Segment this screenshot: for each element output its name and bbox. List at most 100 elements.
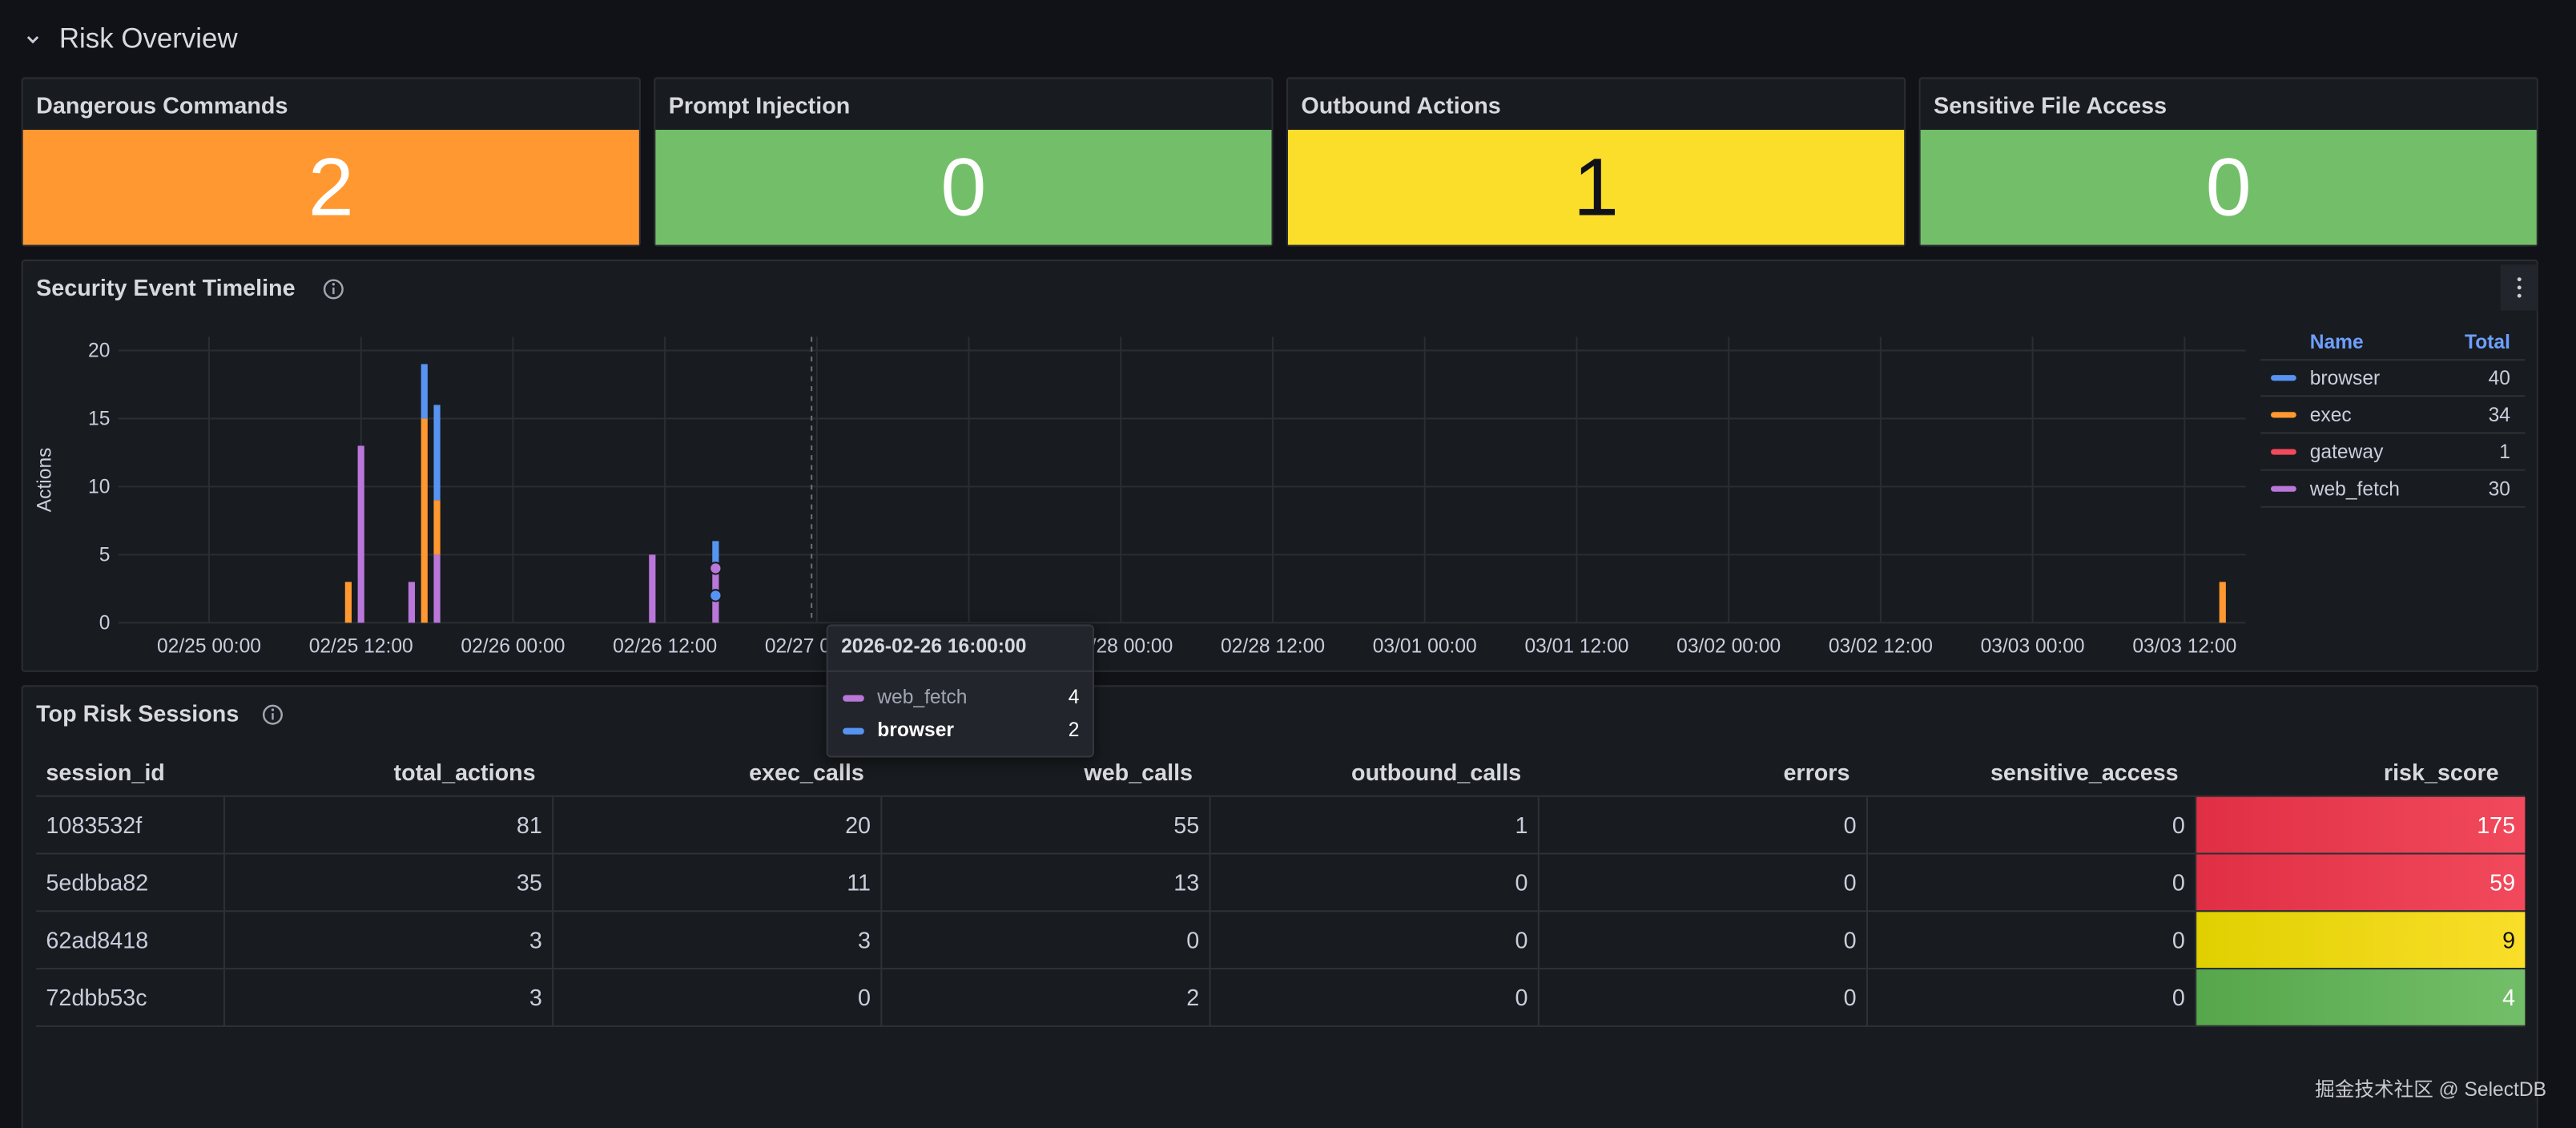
column-header[interactable]: total_actions (224, 749, 554, 797)
table-cell: 0 (1539, 969, 1869, 1027)
table-cell: 0 (1868, 854, 2197, 912)
column-header[interactable]: outbound_calls (1210, 749, 1540, 797)
x-tick-label: 03/02 12:00 (1829, 635, 1933, 657)
y-tick-label: 20 (88, 340, 110, 362)
y-tick-label: 0 (99, 613, 111, 634)
hover-point (709, 589, 722, 602)
table-cell: 0 (1210, 912, 1540, 970)
column-header-text: exec_calls (749, 758, 864, 785)
x-tick-label: 02/26 00:00 (461, 635, 565, 657)
column-header-text: risk_score (2383, 758, 2499, 785)
info-icon[interactable] (260, 702, 286, 728)
stat-panel: Outbound Actions 1 (1286, 77, 1906, 247)
x-tick-label: 02/28 12:00 (1221, 635, 1325, 657)
stat-value: 1 (1287, 130, 1905, 245)
stat-panel: Prompt Injection 0 (654, 77, 1274, 247)
tooltip-name: web_fetch (877, 685, 968, 708)
table-panel: Top Risk Sessions (21, 685, 2538, 1128)
y-tick-label: 15 (88, 409, 110, 430)
table-cell: 0 (882, 912, 1211, 970)
table-cell: 0 (1210, 969, 1540, 1027)
y-tick-label: 10 (88, 477, 110, 498)
table-cell: 81 (224, 796, 554, 855)
column-header[interactable]: sensitive_access (1868, 749, 2197, 797)
x-tick-label: 03/01 00:00 (1373, 635, 1477, 657)
y-tick-label: 5 (99, 545, 111, 566)
y-axis-label: Actions (34, 448, 56, 513)
table-cell: 0 (1539, 796, 1869, 855)
legend-total: 40 (2489, 368, 2510, 389)
stat-panel: Sensitive File Access 0 (1918, 77, 2538, 247)
legend-name[interactable]: gateway (2310, 441, 2384, 463)
table-cell: 20 (553, 796, 883, 855)
column-header[interactable]: web_calls (882, 749, 1211, 797)
column-header[interactable]: errors (1539, 749, 1869, 797)
tooltip-time: 2026-02-26 16:00:00 (841, 634, 1027, 658)
column-header[interactable]: exec_calls (553, 749, 883, 797)
bar (649, 554, 656, 623)
x-tick-label: 02/26 12:00 (613, 635, 717, 657)
bar (357, 445, 364, 623)
column-header[interactable]: session_id (36, 749, 225, 797)
x-tick-label: 02/25 00:00 (157, 635, 261, 657)
stat-value: 2 (22, 130, 639, 245)
x-tick-label: 03/02 00:00 (1676, 635, 1781, 657)
risk-score-cell: 4 (2196, 969, 2526, 1027)
table-cell: 35 (224, 854, 554, 912)
risk-score-cell: 9 (2196, 912, 2526, 970)
tooltip-name: browser (877, 718, 955, 742)
x-tick-label: 03/03 00:00 (1981, 635, 2085, 657)
table-cell: 2 (882, 969, 1211, 1027)
column-header-text: outbound_calls (1351, 758, 1522, 785)
column-header[interactable]: risk_score (2196, 749, 2526, 797)
collapse-chevron[interactable] (23, 30, 43, 50)
panel-menu[interactable] (2500, 264, 2538, 311)
table-cell: 11 (553, 854, 883, 912)
column-header-text: session_id (46, 758, 165, 785)
table-cell: 0 (1868, 796, 2197, 855)
legend-name[interactable]: browser (2310, 368, 2381, 389)
stat-title: Sensitive File Access (1934, 91, 2167, 119)
x-tick-label: 03/01 12:00 (1524, 635, 1628, 657)
table-cell: 72dbb53c (36, 969, 225, 1027)
bar (421, 364, 428, 419)
legend-name[interactable]: exec (2310, 405, 2352, 426)
legend-total: 30 (2489, 478, 2510, 500)
table-cell: 3 (553, 912, 883, 970)
column-header-text: web_calls (1084, 758, 1193, 785)
table-cell: 0 (553, 969, 883, 1027)
legend-header: Name (2310, 332, 2364, 353)
info-icon[interactable] (320, 276, 347, 303)
bar (2219, 582, 2226, 623)
table-cell: 13 (882, 854, 1211, 912)
column-header-text: total_actions (393, 758, 536, 785)
tooltip-value: 2 (1068, 718, 1080, 742)
tooltip-rule (827, 670, 1093, 672)
bar (433, 405, 441, 501)
table-cell: 1 (1210, 796, 1540, 855)
legend-name[interactable]: web_fetch (2309, 478, 2400, 500)
bar (433, 554, 441, 623)
table-cell: 5edbba82 (36, 854, 225, 912)
panel-title: Top Risk Sessions (36, 699, 239, 727)
table-cell: 55 (882, 796, 1211, 855)
x-tick-label: 02/25 12:00 (309, 635, 413, 657)
x-tick-label: 03/03 12:00 (2132, 635, 2236, 657)
timeline-panel: Security Event Timeline (21, 260, 2538, 672)
table-cell: 0 (1868, 969, 2197, 1027)
tooltip-swatch (843, 727, 864, 734)
table-cell: 0 (1539, 854, 1869, 912)
table-cell: 0 (1868, 912, 2197, 970)
stat-panel: Dangerous Commands 2 (21, 77, 641, 247)
tooltip: 2026-02-26 16:00:00 web_fetch 4 browser 2 (826, 624, 1094, 758)
watermark: 掘金技术社区 @ SelectDB (2315, 1078, 2547, 1102)
section-title: Risk Overview (58, 22, 238, 54)
bar (433, 500, 441, 555)
legend-header: Total (2465, 332, 2510, 353)
panel-title: Security Event Timeline (36, 274, 296, 301)
tooltip-value: 4 (1068, 685, 1080, 708)
table-cell: 0 (1539, 912, 1869, 970)
stat-title: Outbound Actions (1301, 91, 1501, 119)
timeline-chart: 0 5 10 15 20 02/25 00:00 02/25 12:00 02/26 00:0… (34, 332, 2526, 657)
